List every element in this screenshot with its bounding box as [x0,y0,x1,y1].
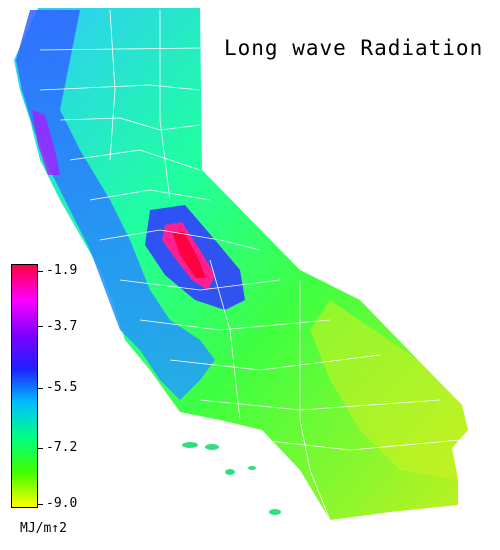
tick-mark [38,448,43,449]
tick-mark [38,388,43,389]
tick-mark [38,504,43,505]
legend-tick-label: -5.5 [46,380,78,395]
peak-core [172,232,206,278]
county-lines [39,9,461,521]
coastal-purple [32,110,60,175]
tick-mark [38,271,43,272]
map-title: Long wave Radiation [224,36,484,60]
desert-zone [310,300,468,480]
legend-tick-label: -7.2 [46,440,78,455]
coastal-band [16,10,215,400]
legend-tick-label: -1.9 [46,263,78,278]
legend-tick-label: -9.0 [46,496,78,511]
tick-mark [38,326,43,327]
legend-colorbar [11,264,38,508]
channel-islands [182,442,281,515]
legend-units: MJ/m↑2 [20,521,67,536]
legend-tick-label: -3.7 [46,319,78,334]
